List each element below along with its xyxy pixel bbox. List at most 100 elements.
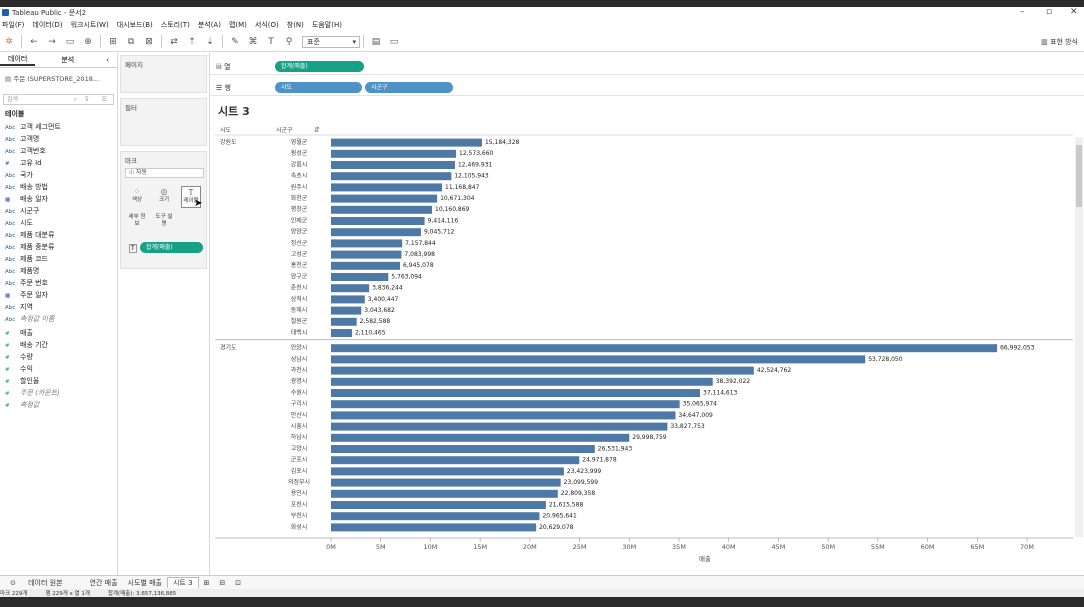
- x-tick-label: 45M: [771, 543, 785, 551]
- pages-card[interactable]: 페이지: [120, 55, 207, 93]
- bar-value-label: 2,110,465: [355, 329, 386, 336]
- dimension-field[interactable]: Abc 고객 세그먼트: [0, 121, 117, 133]
- menu-file[interactable]: 파일(F): [2, 20, 25, 29]
- clear-sheet-icon[interactable]: ⊠: [145, 36, 153, 47]
- cards-column: 페이지 필터 마크 ılı 자동 ⁘ 색상 ◎ 크기 T 레이블 세부 정보 도구 설…: [118, 53, 210, 575]
- sort-ascending-icon[interactable]: ⇡: [188, 36, 196, 47]
- sheet-tab[interactable]: 시도별 매출: [127, 578, 162, 587]
- show-labels-icon[interactable]: T: [268, 36, 274, 47]
- measure-field[interactable]: # 매출: [0, 327, 117, 339]
- dimension-field[interactable]: Abc 제품 대분류: [0, 229, 117, 241]
- sort-descending-icon[interactable]: ⇣: [206, 36, 214, 47]
- new-story-icon[interactable]: ⊡: [235, 578, 242, 587]
- color-button[interactable]: ⁘ 색상: [127, 186, 147, 208]
- sheet-tab-active[interactable]: 시트 3: [166, 577, 199, 588]
- pin-icon[interactable]: ⚲: [285, 36, 293, 47]
- menu-map[interactable]: 맵(M): [228, 20, 247, 29]
- presentation-icon[interactable]: ▭: [389, 36, 399, 47]
- menu-icon[interactable]: ☰: [101, 96, 107, 103]
- highlight-icon[interactable]: ✎: [231, 36, 239, 47]
- save-icon[interactable]: ▭: [65, 36, 75, 47]
- bar: [331, 239, 403, 248]
- label-button[interactable]: T 레이블: [181, 186, 201, 208]
- minimize-icon[interactable]: –: [1020, 7, 1025, 17]
- menu-story[interactable]: 스토리(T): [160, 20, 190, 29]
- dimension-field[interactable]: Abc 시군구: [0, 205, 117, 217]
- menu-analysis[interactable]: 분석(A): [197, 20, 221, 29]
- tableau-home-icon[interactable]: ✲: [5, 36, 13, 47]
- sheet-tab[interactable]: 연간 매출: [89, 578, 118, 587]
- tooltip-button[interactable]: 도구 설명: [155, 214, 173, 227]
- filter-icon[interactable]: ⊽: [84, 96, 89, 103]
- rows-shelf[interactable]: ☰ 행 시도 시군구: [210, 79, 1084, 96]
- rows-pill-sido[interactable]: 시도: [275, 82, 362, 93]
- detail-button[interactable]: 세부 정보: [128, 214, 146, 227]
- show-cards-icon[interactable]: ▤: [371, 36, 381, 47]
- dimension-field[interactable]: Abc 고객명: [0, 133, 117, 145]
- menu-dashboard[interactable]: 대시보드(B): [116, 20, 153, 29]
- dimension-field[interactable]: # 고유 Id: [0, 157, 117, 169]
- data-source-item[interactable]: ▤ 주문 (SUPERSTORE_2018...: [5, 75, 100, 83]
- bar: [331, 355, 866, 364]
- columns-pill[interactable]: 합계(매출): [275, 61, 364, 72]
- new-worksheet-icon[interactable]: ⊞: [203, 578, 210, 587]
- dimension-field[interactable]: Abc 국가: [0, 169, 117, 181]
- field-search-input[interactable]: 검색 ⌕ ⊽ ☰: [3, 94, 114, 105]
- x-tick-label: 25M: [573, 543, 587, 551]
- undo-icon[interactable]: ←: [30, 36, 38, 47]
- tab-data[interactable]: 데이터: [0, 54, 36, 66]
- x-tick-label: 65M: [970, 543, 984, 551]
- measure-field[interactable]: # 수량: [0, 351, 117, 363]
- menu-data[interactable]: 데이터(D): [32, 20, 63, 29]
- measure-field[interactable]: # 배송 기간: [0, 339, 117, 351]
- show-me-button[interactable]: ▥ 표현 방식: [1041, 37, 1078, 46]
- measure-field[interactable]: # 측정값: [0, 399, 117, 411]
- mark-type-dropdown[interactable]: ılı 자동: [125, 168, 204, 178]
- new-sheet-icon[interactable]: ⊞: [109, 36, 117, 47]
- new-dashboard-icon[interactable]: ⊟: [219, 578, 226, 587]
- data-source-tab[interactable]: ⊙ 데이터 원본: [0, 578, 73, 588]
- dimension-field[interactable]: Abc 시도: [0, 217, 117, 229]
- scrollbar-thumb[interactable]: [1076, 145, 1082, 207]
- dimension-field[interactable]: Abc 주문 번호: [0, 277, 117, 289]
- measure-field[interactable]: # 할인율: [0, 375, 117, 387]
- marks-label-pill[interactable]: 합계(매출): [140, 242, 203, 253]
- dimension-field[interactable]: Abc 제품 중분류: [0, 241, 117, 253]
- columns-shelf[interactable]: iii 열 합계(매출): [210, 58, 1084, 75]
- bar-value-label: 15,184,328: [485, 139, 520, 146]
- collapse-icon[interactable]: ‹: [106, 56, 109, 64]
- swap-icon[interactable]: ⇄: [170, 36, 178, 47]
- size-button[interactable]: ◎ 크기: [154, 186, 174, 208]
- dimension-field[interactable]: ▦ 배송 일자: [0, 193, 117, 205]
- menu-worksheet[interactable]: 워크시트(W): [70, 20, 109, 29]
- fit-dropdown[interactable]: 표준: [302, 35, 360, 48]
- dimension-field[interactable]: Abc 제품 코드: [0, 253, 117, 265]
- measure-field[interactable]: # 주문 (카운트): [0, 387, 117, 399]
- sheet-tabs-bar: ⊙ 데이터 원본 연간 매출 시도별 매출 시트 3 ⊞ ⊟ ⊡: [0, 575, 1084, 589]
- field-name: 주문 번호: [20, 279, 48, 287]
- close-icon[interactable]: ✕: [1070, 7, 1078, 17]
- bar: [331, 523, 537, 532]
- redo-icon[interactable]: →: [48, 36, 56, 47]
- dimension-field[interactable]: Abc 지역: [0, 301, 117, 313]
- rows-pill-sigungu[interactable]: 시군구: [365, 82, 453, 93]
- database-icon: ▤: [5, 75, 14, 83]
- dimension-field[interactable]: Abc 배송 방법: [0, 181, 117, 193]
- menu-format[interactable]: 서식(O): [254, 20, 279, 29]
- maximize-icon[interactable]: ▫: [1046, 7, 1053, 17]
- dimension-field[interactable]: Abc 고객번호: [0, 145, 117, 157]
- dimension-field[interactable]: Abc 제품명: [0, 265, 117, 277]
- dimension-field[interactable]: ▦ 주문 일자: [0, 289, 117, 301]
- menu-help[interactable]: 도움말(H): [311, 20, 342, 29]
- bar-value-label: 26,531,943: [598, 445, 633, 452]
- menu-window[interactable]: 창(N): [286, 20, 304, 29]
- duplicate-sheet-icon[interactable]: ⧉: [127, 36, 135, 47]
- new-datasource-icon[interactable]: ⊕: [84, 36, 92, 47]
- tab-analysis[interactable]: 분석: [61, 56, 75, 64]
- filters-card[interactable]: 필터: [120, 98, 207, 146]
- group-icon[interactable]: ⌘: [248, 36, 258, 47]
- bar: [331, 344, 998, 353]
- measure-field[interactable]: # 수익: [0, 363, 117, 375]
- field-type-icon: Abc: [5, 209, 16, 215]
- dimension-field[interactable]: Abc 측정값 이름: [0, 313, 117, 325]
